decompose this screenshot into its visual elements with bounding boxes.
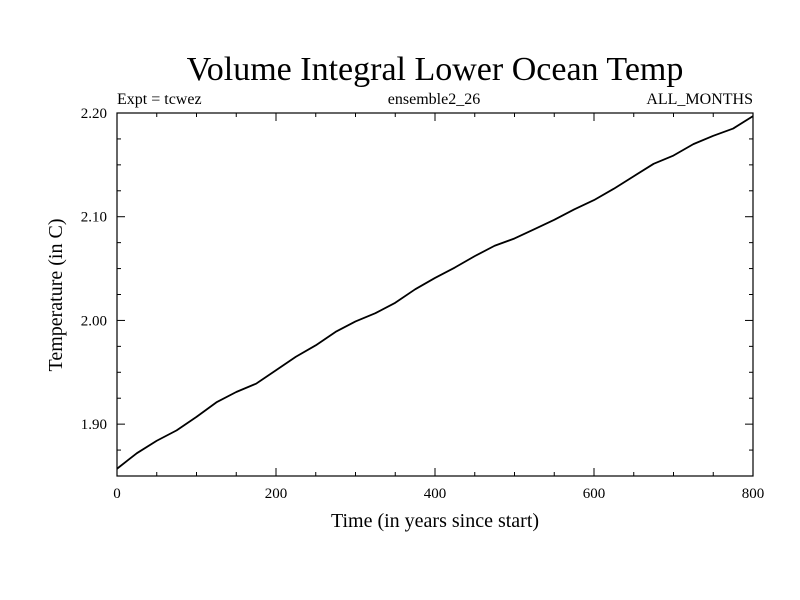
y-tick-label: 2.00 [81,313,107,329]
y-tick-label: 2.20 [81,106,107,122]
y-tick-label: 1.90 [81,417,107,433]
ensemble-label: ensemble2_26 [388,91,480,108]
chart-title: Volume Integral Lower Ocean Temp [187,51,684,88]
x-tick-label: 400 [424,486,447,502]
x-tick-label: 200 [265,486,288,502]
experiment-label: Expt = tcwez [117,91,202,108]
y-axis-label: Temperature (in C) [45,219,67,372]
x-tick-label: 0 [113,486,121,502]
months-label: ALL_MONTHS [646,91,753,108]
x-tick-label: 800 [742,486,765,502]
y-tick-label: 2.10 [81,210,107,226]
plot-frame [116,112,754,477]
x-axis-label: Time (in years since start) [331,510,539,532]
temperature-series-line [116,115,754,470]
tick-labels: 0 200 400 600 800 1.90 2.00 2.10 2.20 [81,106,765,502]
x-tick-label: 600 [583,486,606,502]
axis-ticks [116,112,754,477]
